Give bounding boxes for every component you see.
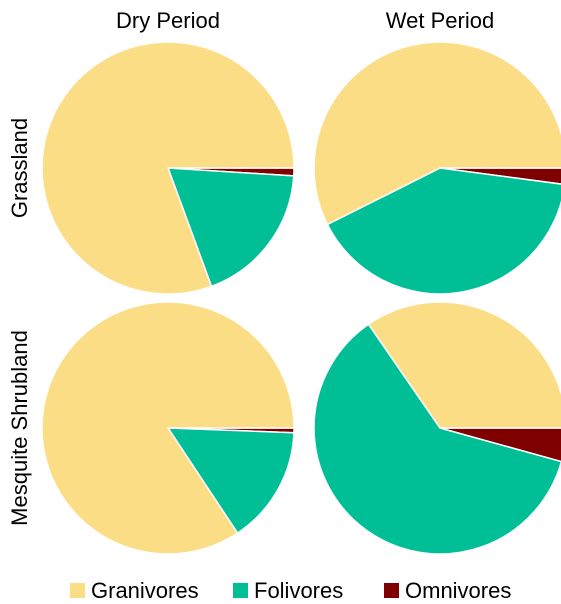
slice-grassland-wet-period-folivores (326, 167, 561, 295)
slice-grassland-dry-period-granivores (41, 41, 295, 295)
pie-mesquite-dry (41, 301, 295, 555)
legend-label-granivores: Granivores (91, 578, 199, 603)
legend: Granivores Folivores Omnivores (70, 578, 511, 603)
slice-grassland-wet-period-granivores (313, 41, 561, 226)
legend-label-omnivores: Omnivores (405, 578, 511, 603)
legend-swatch-folivores (233, 583, 248, 598)
row-title-grassland: Grassland (7, 118, 32, 218)
column-title-dry: Dry Period (116, 8, 220, 33)
row-title-mesquite: Mesquite Shrubland (7, 330, 32, 526)
slice-mesquite-shrubland-wet-period-granivores (367, 301, 561, 429)
slice-mesquite-shrubland-dry-period-folivores (167, 427, 295, 534)
legend-label-folivores: Folivores (254, 578, 343, 603)
slice-grassland-dry-period-folivores (167, 167, 295, 288)
slice-mesquite-shrubland-dry-period-granivores (41, 301, 295, 555)
legend-swatch-omnivores (384, 583, 399, 598)
legend-swatch-granivores (70, 583, 85, 598)
pie-mesquite-wet (313, 301, 561, 555)
column-title-wet: Wet Period (386, 8, 494, 33)
pie-grassland-dry (41, 41, 295, 295)
slice-mesquite-shrubland-wet-period-folivores (313, 323, 561, 555)
pie-grassland-wet (313, 41, 561, 295)
